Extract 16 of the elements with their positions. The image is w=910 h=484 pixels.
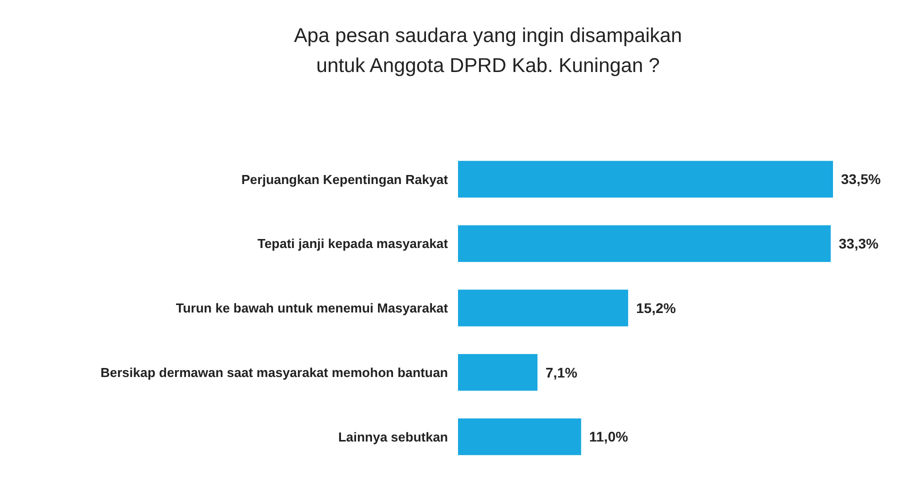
y-tick-label: Perjuangkan Kepentingan Rakyat (241, 172, 449, 187)
data-label: 15,2% (636, 300, 676, 316)
data-label: 7,1% (545, 364, 578, 380)
data-label: 33,5% (841, 171, 882, 188)
bar (458, 225, 831, 262)
data-label: 33,3% (838, 236, 880, 252)
bar (458, 354, 538, 391)
chart-title: Apa pesan saudara yang ingin disampaikan untuk Anggota DPRD Kab. Kuningan ? (294, 25, 682, 77)
y-tick-label: Tepati janji kepada masyarakat (257, 236, 449, 252)
bar (458, 290, 628, 326)
bar (458, 160, 833, 198)
data-label: 11,0% (589, 428, 629, 445)
y-tick-label: Turun ke bawah untuk menemui Masyarakat (176, 300, 449, 316)
bar (458, 418, 582, 456)
y-tick-label: Lainnya sebutkan (338, 429, 448, 444)
y-tick-label: Bersikap dermawan saat masyarakat memohon bantuan (100, 364, 448, 380)
